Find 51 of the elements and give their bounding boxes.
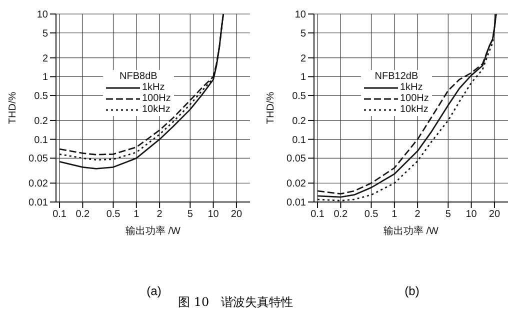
text: (b) bbox=[404, 284, 420, 298]
x-tick-label: 0.1 bbox=[52, 209, 67, 220]
x-tick-label: 0.5 bbox=[106, 209, 121, 220]
x-tick-label: 2 bbox=[414, 209, 421, 220]
x-tick-label: 5 bbox=[187, 209, 194, 220]
y-tick-label: 2 bbox=[300, 53, 306, 64]
x-tick-label: 0.1 bbox=[310, 209, 325, 220]
caption: 图 10 谐波失真特性 bbox=[178, 294, 294, 311]
y-tick-label: 0.1 bbox=[34, 134, 48, 146]
y-tick-label: 1 bbox=[42, 72, 48, 84]
y-tick-label: 0.02 bbox=[28, 178, 48, 190]
x-tick-label: 20 bbox=[230, 209, 242, 220]
x-tick-label: 2 bbox=[156, 209, 163, 220]
y-tick-label: 5 bbox=[300, 28, 306, 40]
legend-title: NFB12dB bbox=[374, 71, 420, 82]
x-tick-label: 20 bbox=[488, 209, 500, 220]
x-tick-label: 0.5 bbox=[364, 209, 379, 220]
y-tick-label: 0.05 bbox=[286, 154, 306, 165]
y-tick-label: 0.02 bbox=[286, 178, 306, 190]
y-tick-label: 1 bbox=[300, 72, 306, 84]
x-tick-label: 10 bbox=[466, 209, 478, 220]
x-tick-label: 1 bbox=[392, 209, 398, 220]
y-tick-label: 0.1 bbox=[292, 134, 306, 146]
y-tick-label: 0.01 bbox=[28, 198, 48, 209]
legend-label: 1kHz bbox=[142, 82, 165, 93]
text: (a) bbox=[146, 284, 162, 298]
y-tick-label: 0.2 bbox=[292, 116, 306, 128]
y-tick-label: 10 bbox=[36, 10, 48, 21]
y-tick-label: 0.5 bbox=[292, 91, 306, 102]
legend-label: 100Hz bbox=[400, 93, 429, 104]
y-tick-label: 2 bbox=[42, 53, 48, 64]
y-axis-title: THD/% bbox=[8, 92, 19, 124]
legend-label: 10kHz bbox=[142, 104, 170, 115]
y-tick-label: 0.05 bbox=[28, 154, 48, 165]
x-tick-label: 5 bbox=[445, 209, 452, 220]
y-tick-label: 5 bbox=[42, 28, 48, 40]
legend-title: NFB8dB bbox=[118, 71, 158, 82]
x-axis-title: 输出功率 /W bbox=[126, 225, 182, 237]
x-tick-label: 10 bbox=[208, 209, 220, 220]
y-tick-label: 0.5 bbox=[34, 91, 48, 102]
legend-label: 10kHz bbox=[400, 104, 428, 115]
x-tick-label: 0.2 bbox=[334, 209, 348, 220]
legend-label: 100Hz bbox=[142, 93, 171, 104]
y-axis-title: THD/% bbox=[266, 92, 277, 124]
y-tick-label: 0.01 bbox=[286, 198, 306, 209]
legend-label: 1kHz bbox=[400, 82, 423, 93]
y-tick-label: 0.2 bbox=[34, 116, 48, 128]
x-axis-title: 输出功率 /W bbox=[384, 225, 440, 237]
x-tick-label: 0.2 bbox=[76, 209, 90, 220]
y-tick-label: 10 bbox=[294, 10, 306, 21]
x-tick-label: 1 bbox=[134, 209, 140, 220]
